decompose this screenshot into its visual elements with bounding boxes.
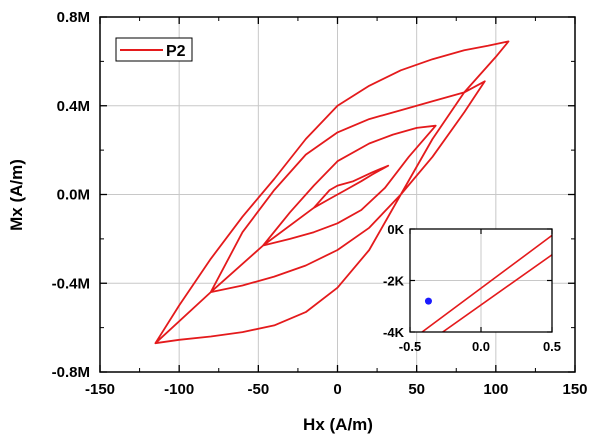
main-tick-labels: -150 -100 -50 0 50 100 150 -0.8M -0.4M 0.0M 0.4M 0.…: [52, 9, 588, 398]
main-series: [154, 40, 510, 345]
y-tick-label: 0.0M: [57, 187, 90, 204]
inset-y-tick-label: -4K: [383, 325, 405, 340]
legend-label-p2: P2: [166, 43, 186, 60]
main-ticks: [99, 16, 576, 373]
inset-grid: [410, 229, 552, 332]
inset-x-tick-label: -0.5: [399, 339, 421, 354]
x-tick-label: 0: [333, 381, 341, 398]
y-tick-label: -0.4M: [52, 275, 90, 292]
x-tick-label: -100: [164, 381, 194, 398]
y-tick-label: 0.8M: [57, 9, 90, 26]
legend: P2: [115, 37, 193, 62]
inset-line-0: [420, 234, 552, 332]
inset-ticks: [409, 228, 553, 333]
inset-chart: -0.5 0.0 0.5 -4K -2K 0K: [383, 222, 561, 354]
x-tick-label: -150: [85, 381, 115, 398]
inset-x-tick-label: 0.5: [543, 339, 561, 354]
x-tick-label: 150: [562, 381, 587, 398]
inset-tick-labels: -0.5 0.0 0.5 -4K -2K 0K: [383, 222, 561, 354]
y-axis-label: Mx (A/m): [7, 159, 26, 231]
y-tick-label: 0.4M: [57, 98, 90, 115]
inset-y-tick-label: -2K: [383, 274, 405, 289]
inset-marker: [424, 297, 432, 305]
inset-line-1: [441, 254, 552, 332]
x-tick-label: 100: [483, 381, 508, 398]
series-line-P2: [154, 40, 510, 345]
x-axis-label: Hx (A/m): [303, 415, 373, 434]
y-tick-label: -0.8M: [52, 364, 90, 381]
inset-x-tick-label: 0.0: [472, 339, 490, 354]
x-tick-label: 50: [408, 381, 425, 398]
x-tick-label: -50: [247, 381, 269, 398]
inset-series: [420, 234, 552, 332]
inset-y-tick-label: 0K: [387, 222, 404, 237]
